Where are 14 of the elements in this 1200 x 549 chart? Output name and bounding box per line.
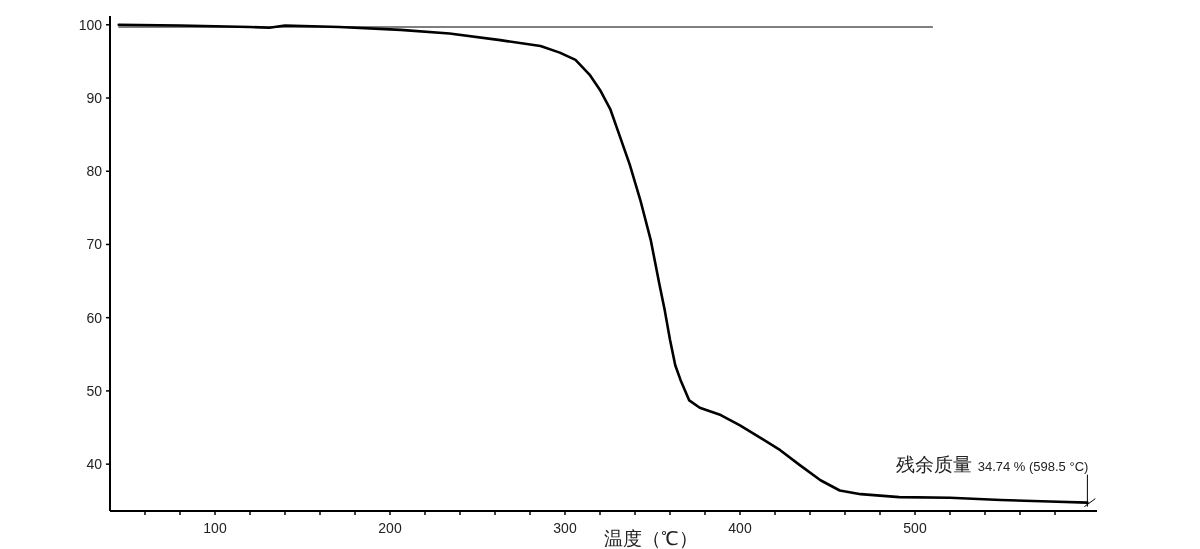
x-axis-title: 温度（℃）	[603, 528, 698, 549]
y-tick-label: 60	[86, 309, 103, 326]
annotation: 残余质量 34.74 % (598.5 °C)	[895, 453, 1089, 475]
x-tick-label: 400	[728, 520, 752, 536]
x-tick-label: 300	[553, 520, 577, 536]
y-tick-label: 70	[86, 236, 103, 253]
x-tick-label: 200	[378, 520, 402, 536]
x-tick-label: 500	[903, 520, 927, 536]
y-tick-label: 40	[86, 456, 103, 473]
y-tick-label: 100	[78, 16, 103, 33]
y-tick-label: 50	[86, 382, 103, 399]
x-tick-label: 100	[203, 520, 227, 536]
y-tick-label: 80	[86, 163, 103, 180]
y-tick-label: 90	[86, 90, 103, 107]
